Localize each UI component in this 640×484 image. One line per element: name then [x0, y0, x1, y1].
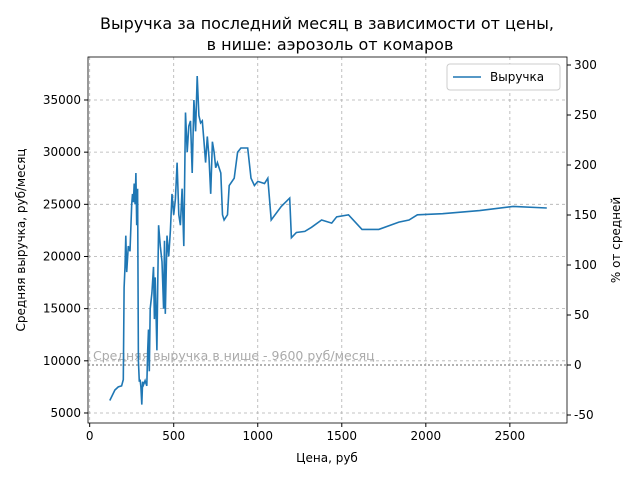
y2-axis-label: % от средней — [609, 197, 623, 283]
reference-label: Средняя выручка в нише - 9600 руб/месяц — [93, 348, 375, 363]
y2-tick-label: 100 — [574, 258, 597, 272]
x-tick-label: 500 — [162, 429, 185, 443]
x-tick-label: 0 — [86, 429, 94, 443]
y-axis-label: Средняя выручка, руб/месяц — [14, 149, 28, 332]
legend-label: Выручка — [490, 70, 544, 84]
y-tick-label: 20000 — [43, 249, 81, 263]
y2-tick-label: 0 — [574, 358, 582, 372]
x-tick-label: 2000 — [411, 429, 442, 443]
line-series — [109, 75, 547, 405]
chart-title: Выручка за последний месяц в зависимости… — [100, 14, 554, 33]
y2-tick-label: -50 — [574, 408, 594, 422]
y-tick-label: 15000 — [43, 302, 81, 316]
y2-tick-label: 50 — [574, 308, 589, 322]
y2-tick-label: 150 — [574, 208, 597, 222]
y-tick-label: 25000 — [43, 197, 81, 211]
plot-frame — [87, 56, 568, 424]
y2-tick-label: 200 — [574, 158, 597, 172]
x-tick-label: 2500 — [495, 429, 526, 443]
y-tick-label: 35000 — [43, 93, 81, 107]
y-tick-label: 5000 — [50, 406, 81, 420]
y2-tick-label: 250 — [574, 108, 597, 122]
y-tick-label: 10000 — [43, 354, 81, 368]
x-tick-label: 1500 — [327, 429, 358, 443]
x-tick-label: 1000 — [242, 429, 273, 443]
chart-subtitle: в нише: аэрозоль от комаров — [207, 35, 454, 54]
y-tick-label: 30000 — [43, 145, 81, 159]
legend-box — [446, 63, 561, 91]
x-axis-label: Цена, руб — [296, 451, 358, 465]
y2-tick-label: 300 — [574, 58, 597, 72]
